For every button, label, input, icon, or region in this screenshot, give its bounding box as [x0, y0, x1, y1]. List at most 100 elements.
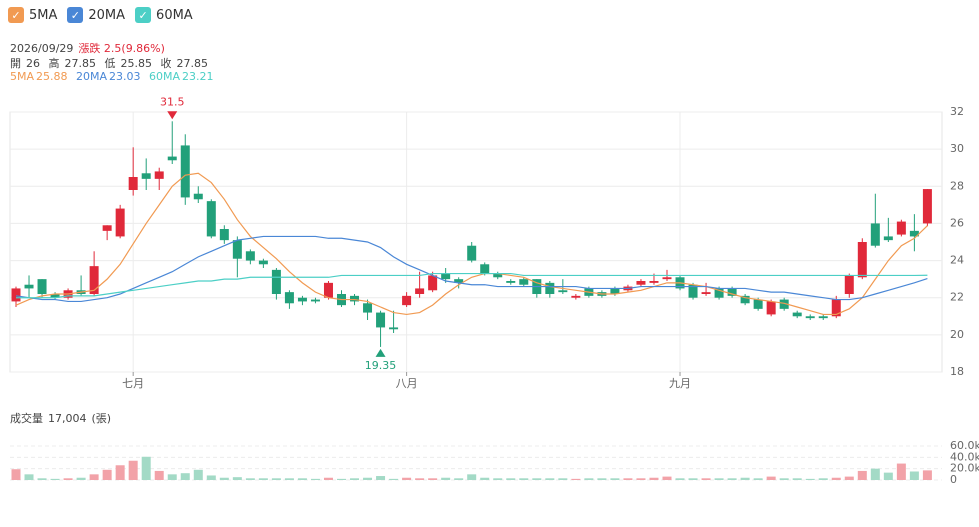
y-tick-label: 32	[950, 105, 964, 118]
y-tick-label: 18	[950, 365, 964, 378]
ma-line	[15, 235, 928, 303]
candle-body	[193, 193, 203, 200]
candle-body	[805, 316, 815, 319]
volume-bar	[571, 478, 581, 480]
candle-body	[883, 236, 893, 241]
candle-body	[154, 171, 164, 179]
plot-frame	[9, 111, 943, 373]
candle-body	[779, 299, 789, 309]
candle-body	[206, 201, 216, 237]
candle-body	[857, 242, 867, 278]
legend: ✓ 5MA ✓ 20MA ✓ 60MA	[8, 7, 193, 23]
candle-body	[740, 295, 750, 304]
volume-bar	[219, 477, 229, 480]
volume-bar	[636, 478, 646, 480]
max-label: 31.5	[160, 95, 185, 108]
candle-body	[11, 288, 21, 302]
legend-item[interactable]: ✓ 20MA	[67, 7, 125, 23]
candle-body	[558, 290, 568, 293]
volume-bar	[154, 470, 164, 480]
legend-label: 5MA	[29, 7, 58, 23]
volume-bar	[167, 474, 177, 480]
info-row: 5MA 25.88 20MA 23.03 60MA 23.21	[10, 70, 219, 83]
candle-body	[766, 301, 776, 315]
checkbox[interactable]: ✓	[135, 7, 152, 23]
candle-body	[454, 279, 464, 283]
y-tick-label: 26	[950, 216, 964, 229]
checkbox[interactable]: ✓	[8, 7, 24, 23]
ma-value: 25.88	[36, 70, 68, 83]
volume-bar	[480, 477, 490, 480]
candle-body	[922, 189, 932, 224]
volume-latest: 17,004	[48, 412, 87, 425]
min-label: 19.35	[365, 359, 397, 372]
candle-body	[402, 295, 412, 306]
candle-body	[792, 312, 802, 317]
volume-bar	[232, 477, 242, 480]
candle-body	[376, 312, 386, 328]
legend-item[interactable]: ✓ 60MA	[135, 7, 193, 23]
change: 漲跌 2.5(9.86%)	[78, 42, 165, 55]
volume-header: 成交量 17,004 (張)	[10, 410, 116, 426]
candle-body	[493, 273, 503, 278]
volume-bar	[206, 475, 216, 480]
candle-body	[323, 282, 333, 298]
info-row: 開 26 高 27.85 低 25.85 收 27.85	[10, 55, 213, 71]
info-row: 2026/09/29 漲跌 2.5(9.86%)	[10, 40, 170, 56]
candle-body	[245, 251, 255, 261]
volume-bar	[506, 478, 516, 480]
candle-body	[415, 288, 425, 294]
candle-body	[258, 260, 268, 265]
volume-bar	[610, 478, 620, 480]
volume-bar	[844, 476, 854, 480]
volume-bar	[350, 478, 360, 480]
volume-bar	[363, 477, 373, 480]
candle-body	[167, 156, 177, 161]
candle-body	[363, 303, 373, 313]
volume-bar	[870, 468, 880, 480]
candle-body	[89, 266, 99, 294]
volume-bar	[597, 478, 607, 480]
min-marker	[375, 348, 386, 357]
y-tick-label: 30	[950, 142, 964, 155]
volume-bar	[584, 478, 594, 480]
volume-bar	[128, 460, 138, 480]
volume-bar	[258, 478, 268, 480]
volume-bar	[545, 478, 555, 480]
volume-bar	[441, 477, 451, 480]
volume-bar	[245, 478, 255, 480]
candle-body	[688, 284, 698, 298]
ma-name: 60MA	[149, 70, 181, 83]
ma-value: 23.03	[109, 70, 141, 83]
candle-body	[870, 223, 880, 246]
checkbox[interactable]: ✓	[67, 7, 84, 23]
y-tick-label: 40.0k	[950, 450, 979, 463]
volume-bar	[337, 478, 346, 480]
candle-body	[271, 269, 281, 294]
candle-body	[232, 240, 242, 259]
ma-line	[16, 272, 928, 299]
candle-body	[467, 245, 477, 261]
candle-body	[219, 229, 229, 241]
candle-body	[636, 281, 646, 285]
candle-body	[714, 288, 724, 298]
y-tick-label: 24	[950, 254, 964, 267]
volume-bar	[766, 476, 776, 480]
ohlc-label: 低	[104, 57, 116, 70]
volume-bar	[11, 469, 21, 480]
candle-body	[831, 299, 841, 317]
candle-body	[441, 273, 451, 280]
volume-bar	[454, 478, 464, 480]
volume-bar	[89, 474, 99, 480]
volume-bar	[63, 478, 73, 480]
ma-name: 5MA	[10, 70, 35, 83]
candle-body	[141, 173, 151, 179]
volume-bar	[24, 474, 34, 480]
candle-body	[571, 295, 581, 298]
legend-item[interactable]: ✓ 5MA	[8, 7, 57, 23]
volume-bar	[402, 477, 412, 480]
volume-bar	[623, 478, 633, 480]
candle-body	[818, 316, 828, 319]
ohlc-label: 開	[10, 57, 21, 70]
candle-body	[610, 288, 620, 294]
